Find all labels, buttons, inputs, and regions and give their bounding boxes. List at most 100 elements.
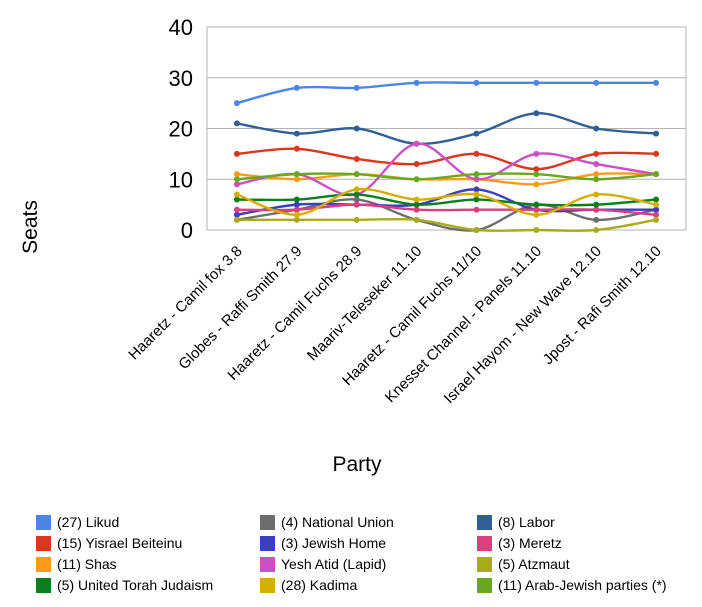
data-point (353, 191, 360, 198)
legend-label: (3) Meretz (498, 535, 562, 551)
data-point (353, 125, 360, 132)
data-point (653, 211, 660, 218)
data-point (233, 216, 240, 223)
legend-item: (5) Atzmaut (477, 554, 570, 574)
legend-label: Yesh Atid (Lapid) (281, 556, 387, 572)
data-point (413, 161, 420, 168)
data-point (293, 176, 300, 183)
legend-item: (4) National Union (260, 512, 394, 532)
legend-swatch (36, 556, 51, 572)
data-point (653, 206, 660, 213)
line-chart: 0 10 20 30 40 Haaretz - Camil fox 3.8Globes … (19, 15, 687, 476)
legend-swatch (477, 535, 492, 551)
data-point (473, 196, 480, 203)
data-point (653, 201, 660, 208)
legend-swatch (260, 514, 275, 530)
x-tick-label: Globes - Raffi Smith 27.9 (175, 243, 305, 373)
series-line (236, 203, 657, 216)
data-point (413, 176, 420, 183)
legend-swatch (477, 577, 492, 593)
legend-item: (5) United Torah Judaism (36, 575, 213, 595)
legend-label: (4) National Union (281, 514, 394, 530)
legend-label: (5) United Torah Judaism (57, 577, 214, 593)
data-point (233, 181, 240, 188)
y-axis-title: Seats (19, 200, 42, 254)
data-point (293, 211, 300, 218)
legend-label: (15) Yisrael Beiteinu (57, 535, 183, 551)
data-point (533, 206, 540, 213)
legend-item: (27) Likud (36, 512, 119, 532)
legend-swatch (477, 556, 492, 572)
data-point (353, 196, 360, 203)
data-point (593, 150, 600, 157)
data-point (533, 110, 540, 117)
series-line (236, 142, 657, 197)
data-point (293, 130, 300, 137)
legend-swatch (260, 535, 275, 551)
data-point (473, 186, 480, 193)
data-point (593, 227, 600, 233)
x-tick-label: Jpost - Rafi Smith 12.10 (540, 243, 665, 368)
data-point (293, 201, 300, 208)
data-point (473, 176, 480, 183)
legend-item: (3) Meretz (477, 533, 562, 553)
data-point (233, 191, 240, 198)
legend-item: (28) Kadima (260, 575, 357, 595)
series-lines (236, 81, 657, 232)
data-point (533, 181, 540, 188)
y-tick-label: 20 (169, 117, 193, 142)
series-line (236, 172, 657, 181)
data-point (233, 120, 240, 127)
data-point (593, 206, 600, 213)
data-point (593, 125, 600, 132)
data-point (593, 161, 600, 168)
data-point (533, 171, 540, 178)
series-line (236, 217, 657, 232)
series-points (233, 79, 660, 233)
data-point (653, 150, 660, 157)
data-point (233, 196, 240, 203)
data-point (653, 171, 660, 178)
legend-swatch (477, 514, 492, 530)
legend-swatch (260, 577, 275, 593)
legend-label: (11) Arab-Jewish parties (*) (498, 577, 667, 593)
data-point (473, 150, 480, 157)
data-point (473, 191, 480, 198)
legend-item: (3) Jewish Home (260, 533, 386, 553)
data-point (653, 130, 660, 137)
series-line (236, 81, 657, 105)
legend-label: (28) Kadima (281, 577, 358, 593)
data-point (293, 84, 300, 91)
series-line (236, 193, 657, 207)
series-line (236, 112, 657, 145)
data-point (353, 155, 360, 162)
data-point (413, 140, 420, 147)
legend-item: (11) Shas (36, 554, 117, 574)
data-point (293, 206, 300, 213)
data-point (533, 201, 540, 208)
y-tick-label: 30 (169, 66, 193, 91)
data-point (473, 206, 480, 213)
data-point (593, 201, 600, 208)
data-point (413, 196, 420, 203)
data-point (413, 201, 420, 208)
data-point (473, 227, 480, 233)
data-point (293, 196, 300, 203)
data-point (533, 227, 540, 233)
data-point (233, 206, 240, 213)
data-point (413, 206, 420, 213)
legend-label: (5) Atzmaut (498, 556, 570, 572)
data-point (233, 150, 240, 157)
legend-swatch (260, 556, 275, 572)
data-point (233, 211, 240, 218)
y-tick-label: 40 (169, 15, 193, 40)
x-tick-label: Haaretz - Camil fox 3.8 (125, 243, 245, 363)
data-point (473, 79, 480, 86)
data-point (653, 196, 660, 203)
data-point (293, 171, 300, 178)
data-point (293, 145, 300, 152)
legend-swatch (36, 535, 51, 551)
x-axis-title: Party (332, 453, 382, 476)
data-point (413, 79, 420, 86)
data-point (293, 216, 300, 223)
